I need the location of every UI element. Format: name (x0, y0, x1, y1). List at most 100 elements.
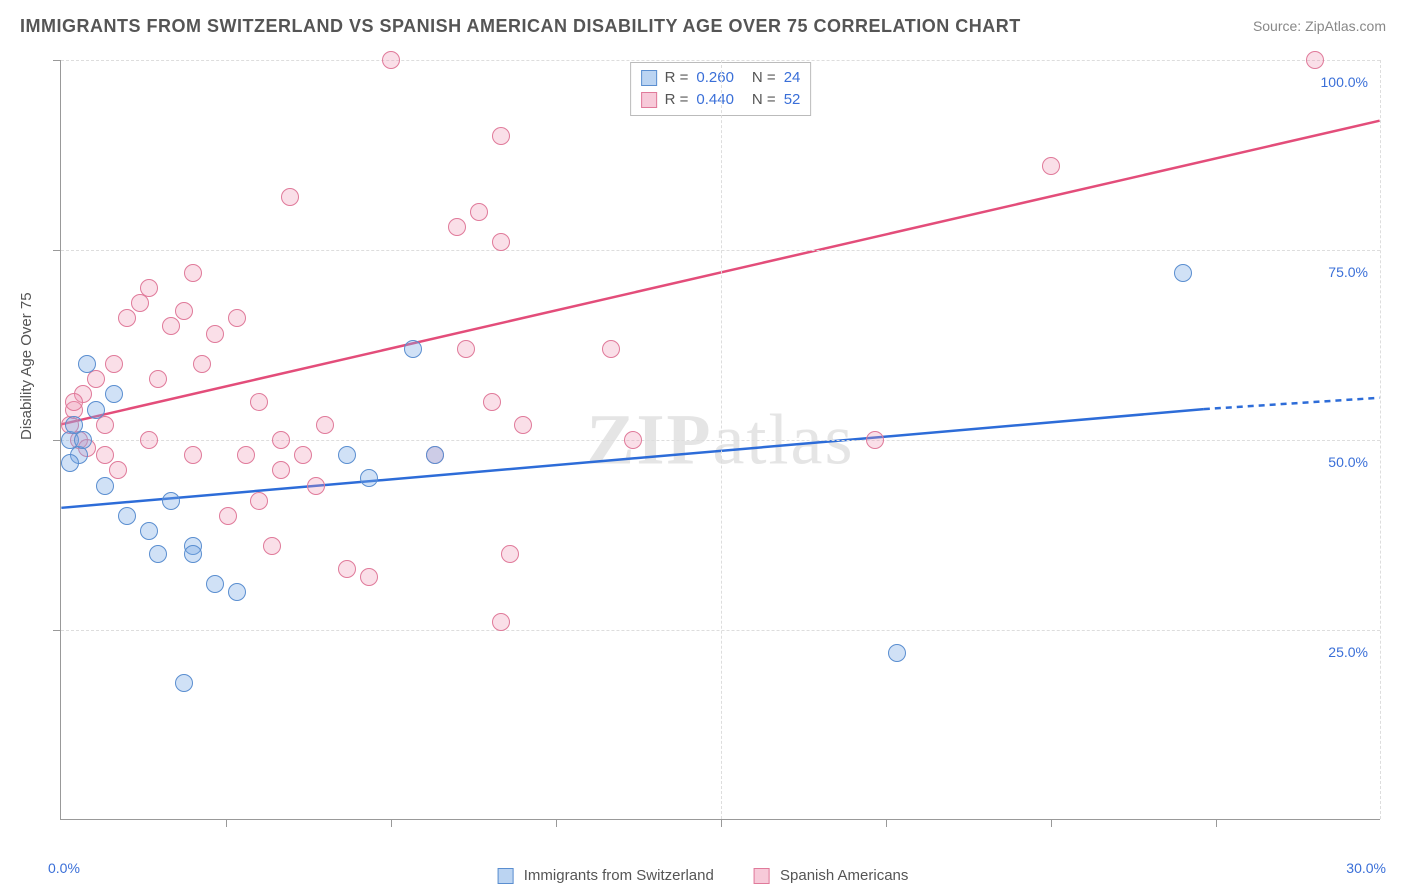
scatter-point-pink (65, 393, 83, 411)
scatter-point-blue (1174, 264, 1192, 282)
yaxis-title: Disability Age Over 75 (18, 292, 35, 440)
scatter-point-pink (281, 188, 299, 206)
scatter-point-pink (602, 340, 620, 358)
r-value-pink: 0.440 (696, 89, 734, 111)
yaxis-tick-label: 100.0% (1321, 74, 1368, 90)
scatter-point-pink (118, 309, 136, 327)
scatter-point-blue (74, 431, 92, 449)
scatter-point-blue (105, 385, 123, 403)
scatter-point-blue (206, 575, 224, 593)
scatter-point-pink (272, 461, 290, 479)
tick-v (226, 819, 227, 827)
tick-v (391, 819, 392, 827)
scatter-point-pink (219, 507, 237, 525)
r-label: R = (665, 89, 689, 111)
scatter-point-blue (404, 340, 422, 358)
pink-swatch (754, 868, 770, 884)
scatter-point-blue (61, 454, 79, 472)
scatter-point-blue (96, 477, 114, 495)
series-legend: Immigrants from Switzerland Spanish Amer… (498, 867, 909, 884)
scatter-point-pink (193, 355, 211, 373)
blue-swatch (498, 868, 514, 884)
trend-line (1204, 398, 1380, 409)
legend-item-pink: Spanish Americans (754, 867, 909, 884)
scatter-point-pink (338, 560, 356, 578)
scatter-point-pink (237, 446, 255, 464)
gridline-v (1380, 60, 1381, 819)
scatter-point-blue (426, 446, 444, 464)
scatter-point-pink (149, 370, 167, 388)
legend-label-blue: Immigrants from Switzerland (524, 867, 714, 884)
scatter-point-pink (87, 370, 105, 388)
tick-h (53, 250, 61, 251)
pink-swatch (641, 92, 657, 108)
chart-title: IMMIGRANTS FROM SWITZERLAND VS SPANISH A… (20, 16, 1021, 37)
scatter-point-pink (501, 545, 519, 563)
scatter-point-pink (109, 461, 127, 479)
scatter-point-pink (316, 416, 334, 434)
scatter-point-pink (360, 568, 378, 586)
scatter-point-blue (228, 583, 246, 601)
scatter-point-pink (206, 325, 224, 343)
scatter-point-pink (250, 492, 268, 510)
n-label: N = (752, 67, 776, 89)
scatter-point-blue (360, 469, 378, 487)
scatter-point-blue (118, 507, 136, 525)
r-value-blue: 0.260 (696, 67, 734, 89)
blue-swatch (641, 70, 657, 86)
tick-h (53, 60, 61, 61)
tick-v (1216, 819, 1217, 827)
scatter-point-pink (448, 218, 466, 236)
scatter-point-pink (492, 613, 510, 631)
trend-line (61, 409, 1203, 508)
scatter-point-pink (263, 537, 281, 555)
scatter-point-pink (514, 416, 532, 434)
scatter-point-blue (87, 401, 105, 419)
scatter-point-pink (140, 279, 158, 297)
scatter-point-pink (866, 431, 884, 449)
scatter-point-pink (492, 127, 510, 145)
xaxis-label-left: 0.0% (48, 860, 80, 876)
scatter-point-pink (184, 446, 202, 464)
scatter-point-pink (131, 294, 149, 312)
watermark-rest: atlas (713, 399, 855, 479)
scatter-point-pink (105, 355, 123, 373)
scatter-point-pink (1042, 157, 1060, 175)
scatter-point-pink (228, 309, 246, 327)
tick-v (886, 819, 887, 827)
legend-item-blue: Immigrants from Switzerland (498, 867, 714, 884)
scatter-point-pink (175, 302, 193, 320)
scatter-point-blue (162, 492, 180, 510)
scatter-point-pink (272, 431, 290, 449)
scatter-point-pink (184, 264, 202, 282)
scatter-point-blue (184, 545, 202, 563)
yaxis-tick-label: 50.0% (1328, 454, 1368, 470)
scatter-point-pink (307, 477, 325, 495)
n-value-pink: 52 (784, 89, 801, 111)
tick-v (721, 819, 722, 827)
scatter-point-pink (250, 393, 268, 411)
scatter-point-pink (624, 431, 642, 449)
tick-v (556, 819, 557, 827)
scatter-point-pink (470, 203, 488, 221)
scatter-point-pink (96, 416, 114, 434)
scatter-point-pink (492, 233, 510, 251)
r-label: R = (665, 67, 689, 89)
n-value-blue: 24 (784, 67, 801, 89)
source-label: Source: ZipAtlas.com (1253, 18, 1386, 34)
scatter-point-pink (96, 446, 114, 464)
tick-h (53, 630, 61, 631)
scatter-point-pink (483, 393, 501, 411)
legend-label-pink: Spanish Americans (780, 867, 908, 884)
scatter-point-blue (78, 355, 96, 373)
yaxis-tick-label: 75.0% (1328, 264, 1368, 280)
scatter-point-pink (1306, 51, 1324, 69)
tick-h (53, 440, 61, 441)
scatter-point-pink (162, 317, 180, 335)
xaxis-label-right: 30.0% (1346, 860, 1386, 876)
scatter-point-pink (294, 446, 312, 464)
watermark-bold: ZIP (587, 399, 713, 479)
n-label: N = (752, 89, 776, 111)
scatter-point-blue (149, 545, 167, 563)
scatter-point-blue (175, 674, 193, 692)
